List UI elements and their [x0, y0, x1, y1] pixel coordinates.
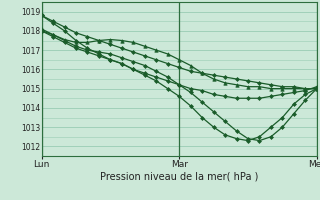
X-axis label: Pression niveau de la mer( hPa ): Pression niveau de la mer( hPa )	[100, 172, 258, 182]
